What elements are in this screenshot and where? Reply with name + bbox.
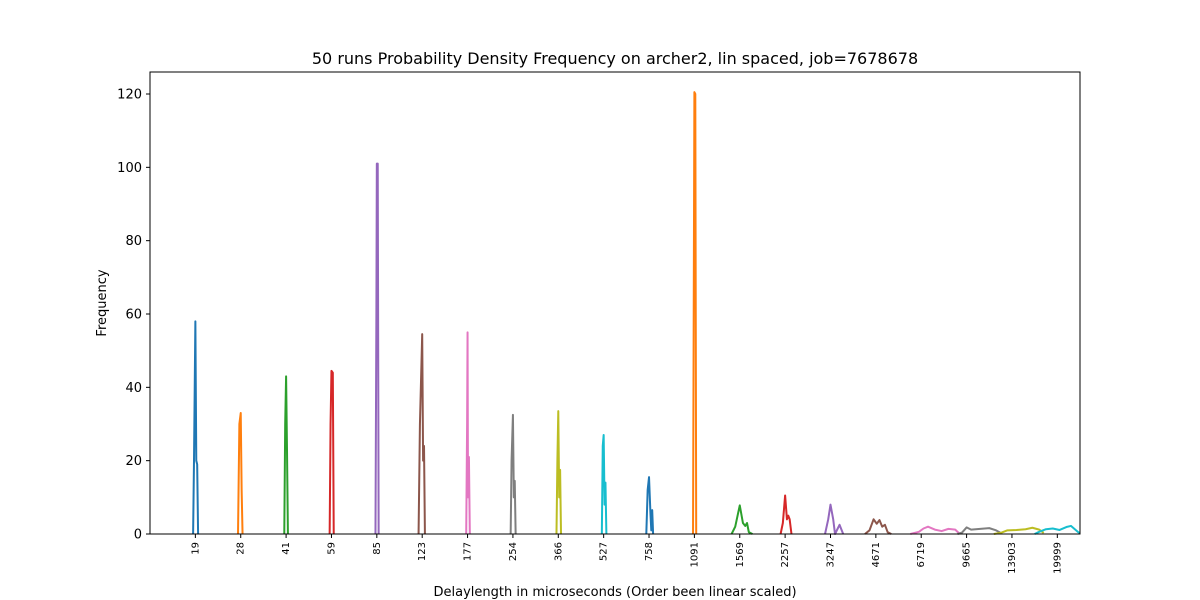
y-tick-label: 20 bbox=[125, 454, 142, 469]
series-line-59 bbox=[328, 369, 335, 535]
series-line-254 bbox=[509, 413, 517, 535]
x-tick-label: 177 bbox=[463, 542, 474, 561]
x-tick-label: 28 bbox=[236, 542, 247, 555]
x-tick-label: 3247 bbox=[825, 542, 836, 567]
x-tick-label: 1091 bbox=[689, 542, 700, 567]
y-tick-label: 120 bbox=[117, 88, 142, 103]
series-layer bbox=[192, 91, 1081, 535]
series-line-9665 bbox=[957, 526, 1002, 535]
series-line-13903 bbox=[993, 526, 1045, 535]
x-tick-label: 6719 bbox=[916, 542, 927, 567]
series-line-123 bbox=[417, 333, 426, 535]
x-axis-label: Delaylength in microseconds (Order been … bbox=[433, 585, 796, 600]
series-line-2257 bbox=[779, 494, 793, 535]
x-tick-label: 9665 bbox=[962, 542, 973, 567]
series-line-3247 bbox=[824, 503, 845, 535]
chart-title: 50 runs Probability Density Frequency on… bbox=[312, 49, 918, 68]
y-tick-label: 80 bbox=[125, 234, 142, 249]
x-tick-label: 758 bbox=[644, 542, 655, 561]
x-tick-label: 527 bbox=[599, 542, 610, 561]
series-line-4671 bbox=[864, 518, 892, 535]
y-tick-label: 60 bbox=[125, 308, 142, 323]
series-line-1091 bbox=[692, 91, 698, 535]
x-tick-label: 59 bbox=[326, 542, 337, 555]
series-line-527 bbox=[600, 434, 608, 535]
series-line-1569 bbox=[730, 504, 753, 535]
x-tick-label: 19 bbox=[190, 542, 201, 555]
x-tick-label: 85 bbox=[372, 542, 383, 555]
series-line-28 bbox=[237, 412, 244, 535]
series-line-85 bbox=[374, 162, 380, 535]
y-tick-label: 100 bbox=[117, 161, 142, 176]
x-tick-label: 366 bbox=[553, 542, 564, 561]
y-tick-label: 40 bbox=[125, 381, 142, 396]
series-line-19 bbox=[192, 320, 200, 535]
x-tick-label: 4671 bbox=[871, 542, 882, 567]
axes-layer: 0 20 40 60 80 100 120 19 28 41 59 85 123 177 254 366 527… bbox=[117, 88, 1063, 574]
series-line-19999 bbox=[1034, 524, 1081, 535]
series-line-6719 bbox=[910, 525, 961, 535]
x-tick-label: 123 bbox=[417, 542, 428, 561]
series-line-41 bbox=[283, 375, 289, 535]
x-tick-label: 19999 bbox=[1052, 542, 1063, 574]
x-tick-label: 13903 bbox=[1007, 542, 1018, 574]
series-line-366 bbox=[555, 410, 563, 535]
x-tick-label: 41 bbox=[281, 542, 292, 555]
y-tick-label: 0 bbox=[134, 528, 142, 543]
plot-frame bbox=[149, 71, 1081, 535]
x-tick-label: 2257 bbox=[780, 542, 791, 567]
y-axis-label: Frequency bbox=[95, 269, 110, 336]
x-tick-label: 254 bbox=[508, 542, 519, 561]
series-line-177 bbox=[465, 331, 471, 535]
x-tick-label: 1569 bbox=[735, 542, 746, 567]
series-line-758 bbox=[645, 476, 655, 535]
